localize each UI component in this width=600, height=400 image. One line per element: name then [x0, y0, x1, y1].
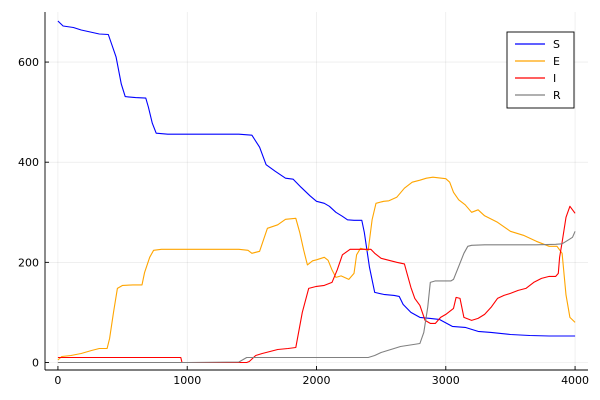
x-tick-label: 0	[54, 374, 61, 387]
y-tick-label: 400	[18, 156, 39, 169]
grid	[45, 12, 588, 370]
series-line-I	[57, 205, 576, 364]
series-lines	[57, 20, 576, 364]
series-line-S	[57, 20, 576, 337]
legend-label-S: S	[553, 38, 560, 51]
legend-label-E: E	[553, 55, 560, 68]
series-line-R	[57, 231, 576, 364]
y-tick-label: 200	[18, 256, 39, 269]
x-tick-label: 2000	[303, 374, 331, 387]
legend-label-R: R	[553, 89, 561, 102]
series-line-E	[57, 176, 576, 361]
y-tick-label: 600	[18, 56, 39, 69]
axes: 0 1000 2000 3000 4000 0 200 400 600	[18, 12, 589, 387]
legend-label-I: I	[553, 72, 556, 85]
y-tick-label: 0	[32, 356, 39, 369]
x-tick-label: 1000	[173, 374, 201, 387]
x-tick-label: 3000	[432, 374, 460, 387]
x-tick-label: 4000	[561, 374, 589, 387]
